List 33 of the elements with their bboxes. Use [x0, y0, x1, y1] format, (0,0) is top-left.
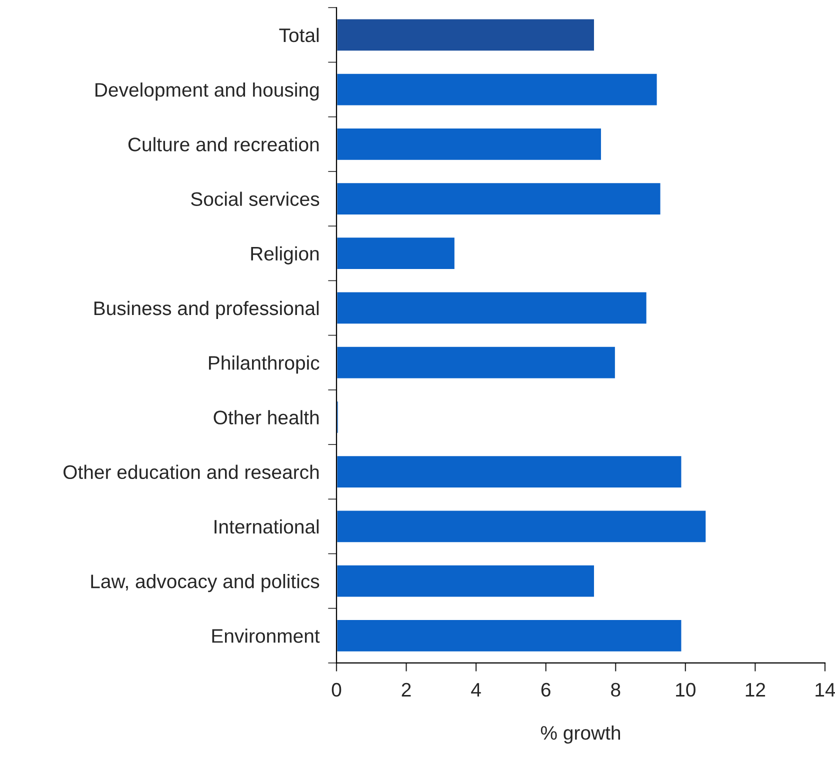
bar	[336, 564, 596, 598]
x-tick-label: 0	[332, 682, 342, 697]
bar	[336, 509, 708, 544]
y-tick-label: Development and housing	[96, 82, 319, 101]
y-tick-label: Religion	[251, 246, 319, 264]
y-tick-label: Philanthropic	[209, 356, 320, 374]
x-tick-label: 14	[816, 683, 835, 696]
x-tick-label: 8	[611, 682, 620, 697]
x-tick-label: 10	[676, 682, 696, 697]
x-tick-label: 6	[541, 682, 550, 697]
y-tick-label: Social services	[191, 192, 320, 206]
x-axis-title: % growth	[540, 726, 620, 744]
y-tick-label: Law, advocacy and politics	[91, 574, 320, 592]
y-tick-label: Other health	[214, 410, 319, 424]
bar	[336, 72, 658, 107]
x-tick-label: 4	[471, 683, 481, 696]
y-tick-label: Culture and recreation	[128, 137, 319, 152]
bar	[336, 182, 662, 216]
x-tick-label: 12	[746, 682, 766, 696]
y-tick-label: International	[214, 519, 319, 534]
y-tick-label: Other education and research	[64, 464, 319, 480]
bar	[336, 346, 616, 380]
y-tick-label: Environment	[212, 628, 320, 643]
bar	[336, 618, 683, 653]
bar	[336, 127, 602, 162]
y-tick-label: Business and professional	[94, 300, 319, 320]
bar	[336, 454, 683, 489]
bar	[336, 290, 648, 326]
bar	[336, 400, 340, 434]
bar	[336, 236, 456, 270]
x-tick-label: 2	[402, 682, 411, 696]
y-tick-label: Total	[279, 28, 319, 42]
bar	[336, 18, 596, 52]
